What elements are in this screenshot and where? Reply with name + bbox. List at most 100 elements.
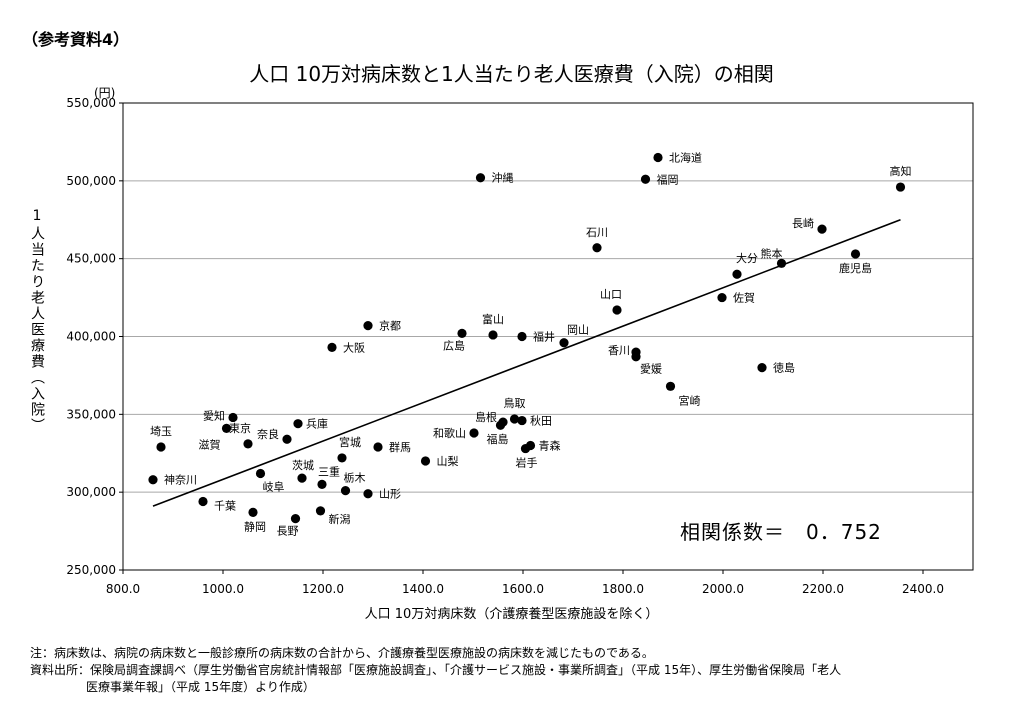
x-axis-title: 人口 10万対病床数（介護療養型医療施設を除く） — [364, 607, 659, 622]
x-tick-label: 2000.0 — [702, 582, 744, 596]
data-point — [517, 331, 527, 342]
point-label: 岡山 — [567, 324, 589, 337]
data-point — [293, 419, 303, 429]
data-point — [255, 468, 266, 479]
point-label: 栃木 — [344, 471, 366, 485]
y-tick-label: 500,000 — [66, 174, 116, 188]
data-point — [457, 328, 467, 338]
x-tick-label: 1600.0 — [502, 582, 544, 596]
point-label: 秋田 — [530, 414, 552, 428]
data-point — [420, 456, 431, 466]
y-tick-label: 400,000 — [66, 330, 116, 344]
point-label: 広島 — [443, 338, 465, 352]
data-point — [290, 514, 301, 524]
data-point — [297, 473, 307, 483]
data-point — [640, 174, 651, 184]
point-label: 埼玉 — [150, 424, 172, 438]
x-tick-label: 2200.0 — [802, 582, 844, 596]
data-point — [665, 381, 676, 391]
point-label: 滋賀 — [199, 438, 221, 451]
point-label: 鳥取 — [504, 396, 526, 410]
footnote-line-3: 医療事業年報」（平成 15年度）より作成） — [86, 680, 315, 694]
y-axis-title: 1人当たり老人医療費（入院） — [29, 208, 45, 434]
x-tick-label: 800.0 — [106, 582, 140, 596]
tick-layer: 250,000 300,000 350,000 400,000 450,000 500,0… — [66, 96, 944, 596]
point-label: 兵庫 — [306, 417, 328, 431]
point-label: 宮城 — [339, 435, 361, 449]
x-tick-label: 1200.0 — [302, 582, 344, 596]
point-label: 群馬 — [389, 440, 411, 454]
data-point — [243, 439, 253, 449]
point-label: 富山 — [482, 312, 504, 326]
data-point — [895, 182, 906, 192]
point-label: 福島 — [487, 432, 509, 446]
trend-line — [152, 219, 901, 507]
y-tick-label: 450,000 — [66, 252, 116, 266]
reference-label: （参考資料4） — [22, 30, 130, 49]
data-point — [248, 507, 258, 518]
point-label: 山口 — [600, 288, 622, 301]
x-tick-label: 2400.0 — [902, 582, 944, 596]
point-label: 山梨 — [437, 454, 459, 468]
footnote-line-2: 資料出所：保険局調査課調べ（厚生労働省官房統計情報部「医療施設調査」、「介護サー… — [30, 663, 842, 677]
data-point — [337, 453, 347, 463]
point-label: 長野 — [277, 525, 299, 538]
data-point — [850, 249, 861, 259]
data-point — [592, 243, 602, 253]
y-tick-label: 350,000 — [66, 407, 116, 421]
data-point — [221, 423, 232, 433]
data-point — [520, 443, 531, 454]
x-tick-label: 1400.0 — [402, 582, 444, 596]
data-point — [363, 489, 373, 499]
data-point — [612, 305, 622, 315]
point-label: 東京 — [229, 421, 251, 435]
point-label: 香川 — [608, 344, 630, 357]
x-tick-label: 1800.0 — [602, 582, 644, 596]
point-label: 徳島 — [773, 361, 795, 375]
point-label: 石川 — [586, 226, 608, 239]
point-label: 福井 — [533, 330, 555, 344]
y-tick-label: 550,000 — [66, 96, 116, 110]
data-point — [495, 420, 506, 430]
data-point — [469, 428, 479, 438]
footnote-line-1: 注：病床数は、病院の病床数と一般診療所の病床数の合計から、介護療養型医療施設の病… — [30, 646, 654, 660]
data-point — [363, 321, 373, 331]
data-point — [228, 412, 238, 423]
point-label: 沖縄 — [492, 171, 514, 185]
data-point — [776, 258, 787, 268]
point-label: 北海道 — [669, 150, 702, 164]
data-point — [317, 479, 327, 489]
point-label: 三重 — [318, 464, 340, 478]
data-point — [315, 506, 326, 516]
point-label: 佐賀 — [733, 291, 755, 305]
point-label: 愛知 — [203, 408, 225, 422]
data-point — [327, 342, 337, 352]
data-point — [732, 269, 742, 279]
data-point — [757, 363, 767, 373]
y-unit-label: (円) — [94, 86, 116, 100]
data-point — [717, 292, 727, 303]
trend-layer — [152, 219, 901, 507]
correlation-coefficient: 相関係数＝ 0．752 — [680, 520, 882, 544]
footnotes: 注：病床数は、病院の病床数と一般診療所の病床数の合計から、介護療養型医療施設の病… — [30, 645, 841, 696]
data-point — [817, 224, 827, 234]
y-tick-label: 300,000 — [66, 485, 116, 499]
data-point — [198, 496, 208, 507]
point-label: 京都 — [379, 319, 401, 333]
point-label: 長崎 — [792, 216, 814, 230]
point-label: 青森 — [539, 438, 561, 452]
point-label: 神奈川 — [164, 473, 197, 487]
x-tick-label: 1000.0 — [202, 582, 244, 596]
point-label: 高知 — [890, 164, 912, 178]
point-label: 新潟 — [329, 512, 351, 526]
data-point — [653, 152, 663, 163]
point-label: 大阪 — [343, 340, 365, 354]
point-label: 大分 — [736, 251, 758, 265]
point-label: 島根 — [475, 410, 497, 424]
data-point — [517, 415, 527, 426]
data-point — [509, 414, 520, 424]
point-label: 宮崎 — [679, 393, 701, 407]
point-label: 奈良 — [257, 427, 279, 441]
data-point — [373, 442, 383, 452]
